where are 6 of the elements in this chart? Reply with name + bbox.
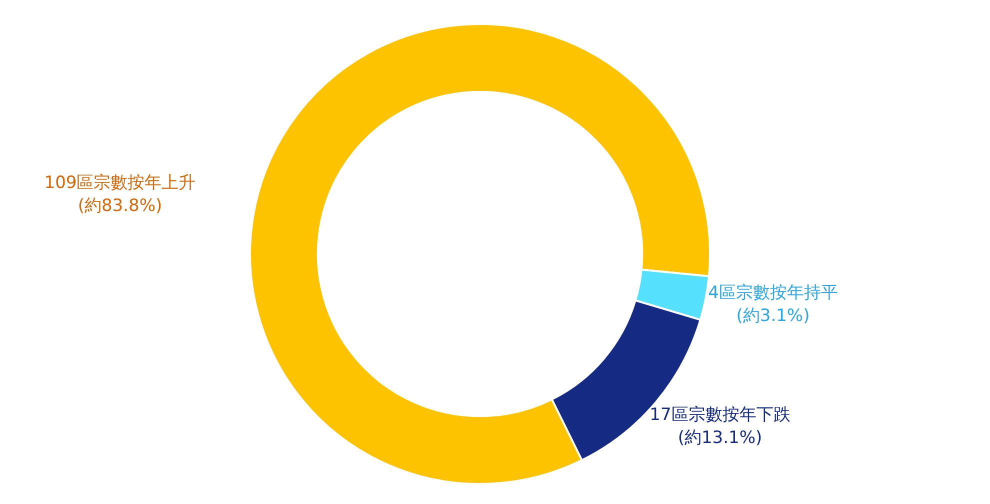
slice-label: 4區宗數按年持平: [708, 283, 838, 303]
slice-label: 109區宗數按年上升: [44, 173, 196, 193]
data-label: (約3.1%): [736, 306, 810, 326]
data-label: (約83.8%): [78, 196, 162, 216]
slice-label: 17區宗數按年下跌: [650, 405, 790, 425]
data-label: (約13.1%): [678, 428, 762, 448]
